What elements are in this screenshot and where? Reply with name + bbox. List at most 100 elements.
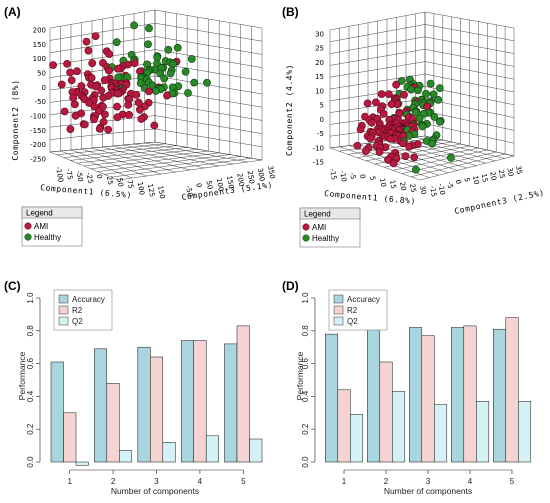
ami-point — [113, 89, 122, 98]
bar-q2-3 — [434, 404, 448, 463]
z-tick-label: 20 — [488, 171, 497, 181]
xlabel-c: Number of components — [111, 486, 199, 496]
ami-point — [85, 99, 93, 107]
wall-gridline — [424, 11, 515, 29]
ami-point — [371, 98, 380, 107]
healthy-point — [446, 153, 455, 162]
ylabel-c: Performance — [17, 351, 27, 400]
z-tick-label: 25 — [497, 169, 506, 179]
panel-title-b: (B) — [282, 5, 299, 19]
ami-point — [57, 80, 66, 89]
ami-point — [69, 94, 78, 102]
ami-point — [401, 152, 410, 161]
floor-gridline — [117, 159, 263, 181]
ami-point — [95, 124, 104, 133]
ami-point — [82, 37, 91, 46]
x-tick-label: 150 — [156, 185, 166, 200]
y-tick-label: 10 — [315, 87, 324, 95]
bar-chart-c: 0.0 0.2 0.4 0.6 0.8 1.0 1 2 3 4 5 Performance Num… — [17, 289, 263, 496]
ami-point — [71, 111, 80, 120]
floor-gridline — [392, 149, 488, 171]
floor-gridline — [144, 142, 248, 163]
points-a — [49, 21, 211, 134]
bar-q2-4 — [476, 401, 490, 463]
bar-accuracy-5 — [224, 343, 238, 463]
healthy-point — [435, 84, 444, 92]
bar-accuracy-1 — [50, 361, 64, 463]
x-tick-label: -5 — [348, 172, 357, 180]
y-tick-label: 5 — [320, 102, 324, 110]
ami-point — [84, 46, 93, 55]
wall-gridline — [424, 61, 515, 80]
floor-gridline — [419, 155, 515, 181]
floor-gridline — [424, 135, 515, 157]
z-tick-label: 15 — [480, 173, 489, 183]
ami-point — [353, 141, 362, 150]
ami-point — [387, 100, 396, 109]
z-tick-label: 0 — [194, 182, 203, 188]
ylabel-b: Component2 (4.4%) — [285, 64, 294, 156]
x-tick-label: 5 — [241, 477, 246, 486]
y-tick-label: 0.0 — [301, 456, 310, 468]
z-ticks-b: -15-10-5 0 5 10 15 20 25 30 35 — [428, 165, 523, 198]
y-tick-label: -200 — [30, 141, 46, 149]
bar-accuracy-2 — [94, 348, 108, 463]
x-tick-label: 50 — [115, 177, 124, 187]
z-tick-label: -50 — [184, 185, 194, 198]
legend-ami-label-b: AMI — [312, 223, 326, 232]
legend-header-b — [299, 207, 361, 220]
ami-point — [361, 147, 370, 155]
ami-point — [392, 80, 400, 89]
bar-q2-5 — [518, 401, 532, 463]
y-tick-label: 30 — [315, 31, 324, 39]
x-tick-label: 0 — [95, 174, 104, 180]
zlabel-b: Component3 (2.5%) — [454, 188, 546, 216]
bar-accuracy-3 — [137, 346, 151, 463]
bar-r2-5 — [505, 317, 519, 463]
ami-point — [367, 118, 376, 127]
healthy-point — [112, 38, 121, 47]
x-tick-label: 3 — [426, 477, 431, 486]
x-axis-d: 1 2 3 4 5 — [342, 469, 515, 486]
healthy-point — [411, 108, 420, 117]
wall-gridline — [154, 49, 263, 68]
x-tick-label: 25 — [408, 183, 417, 193]
bar-r2-1 — [63, 412, 77, 463]
y-tick-label: 0.6 — [26, 357, 35, 369]
healthy-point — [397, 77, 406, 85]
floor-gridline — [112, 145, 205, 169]
ami-point — [366, 134, 375, 143]
healthy-point — [407, 85, 415, 94]
bar-q2-2 — [392, 391, 406, 463]
z-tick-label: -5 — [445, 181, 454, 189]
bars-d — [325, 317, 532, 463]
x-tick-label: -10 — [338, 170, 348, 183]
legend-c: Accuracy R2 Q2 — [53, 289, 113, 331]
legend-ami-marker-b — [302, 223, 310, 231]
legend-ami-marker-a — [24, 222, 32, 230]
ami-point — [137, 115, 146, 123]
healthy-point — [190, 78, 198, 87]
legend-label-q2: Q2 — [347, 317, 358, 326]
xlabel-d: Number of components — [384, 486, 472, 496]
x-tick-label: 100 — [136, 181, 146, 196]
z-tick-label: 150 — [225, 175, 235, 190]
ami-point — [125, 111, 134, 119]
panel-title-c: (C) — [4, 279, 21, 293]
panel-title-d: (D) — [282, 279, 299, 293]
x-ticks-a: -100 -75 -50 -25 0 25 50 75 100 125 150 — [54, 166, 166, 200]
ami-point — [73, 67, 81, 76]
legend-label-q2: Q2 — [72, 317, 83, 326]
ami-point — [101, 110, 109, 119]
ami-point — [99, 93, 108, 102]
ami-point — [104, 125, 113, 134]
z-tick-label: 30 — [505, 167, 514, 177]
ami-point — [100, 76, 109, 85]
healthy-point — [164, 45, 173, 54]
z-tick-label: 0 — [454, 179, 463, 185]
wall-gridline — [154, 9, 263, 29]
ami-point — [66, 68, 74, 77]
ami-point — [356, 125, 365, 134]
